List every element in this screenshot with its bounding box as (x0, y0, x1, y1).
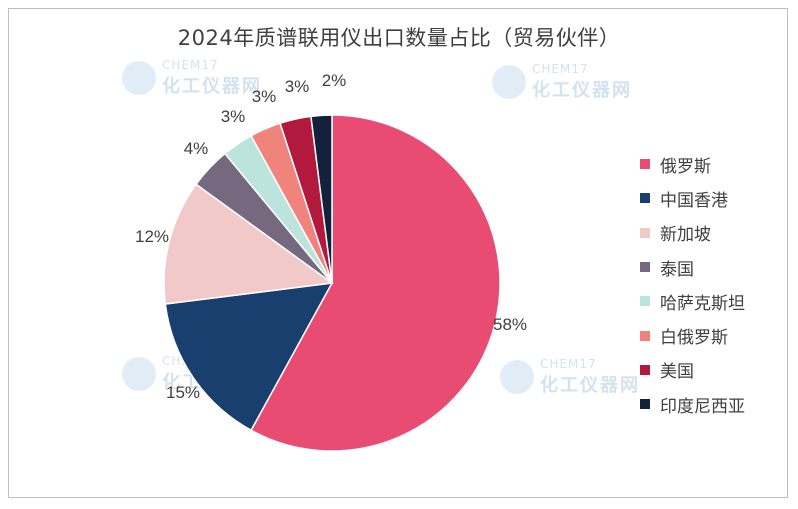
legend-item: 印度尼西亚 (640, 387, 745, 421)
data-label-2: 15% (166, 383, 200, 402)
legend-swatch (640, 159, 650, 170)
data-label-8: 2% (322, 71, 347, 90)
data-label-1: 58% (493, 315, 527, 334)
legend-swatch (640, 227, 650, 238)
legend-swatch (640, 364, 650, 375)
legend-swatch (640, 262, 650, 273)
data-label-5: 3% (221, 107, 246, 126)
legend-label: 新加坡 (660, 225, 711, 246)
data-label-3: 12% (135, 227, 169, 246)
legend-swatch (640, 296, 650, 307)
legend-swatch (640, 399, 650, 410)
pie-slice-8 (310, 114, 333, 284)
legend-label: 美国 (660, 362, 694, 383)
data-label-4: 4% (184, 139, 209, 158)
legend-label: 中国香港 (660, 190, 728, 211)
data-label-6: 3% (252, 87, 277, 106)
legend-item: 泰国 (640, 250, 745, 284)
chart-title: 2024年质谱联用仪出口数量占比（贸易伙伴） (177, 26, 621, 50)
legend-item: 美国 (640, 353, 745, 387)
legend-item: 哈萨克斯坦 (640, 284, 745, 318)
legend-label: 白俄罗斯 (660, 328, 728, 349)
legend-label: 哈萨克斯坦 (660, 293, 745, 314)
legend: 俄罗斯中国香港新加坡泰国哈萨克斯坦白俄罗斯美国印度尼西亚 (640, 147, 745, 421)
data-label-7: 3% (285, 77, 310, 96)
pie-slice-1 (250, 114, 501, 452)
legend-label: 印度尼西亚 (660, 396, 745, 417)
legend-item: 白俄罗斯 (640, 318, 745, 352)
pie-slice-3 (163, 183, 334, 305)
pie-slice-2 (164, 282, 334, 432)
legend-item: 新加坡 (640, 216, 745, 250)
legend-swatch (640, 193, 650, 204)
legend-swatch (640, 330, 650, 341)
legend-item: 中国香港 (640, 181, 745, 215)
legend-label: 泰国 (660, 259, 694, 280)
legend-item: 俄罗斯 (640, 147, 745, 181)
legend-label: 俄罗斯 (660, 156, 711, 177)
